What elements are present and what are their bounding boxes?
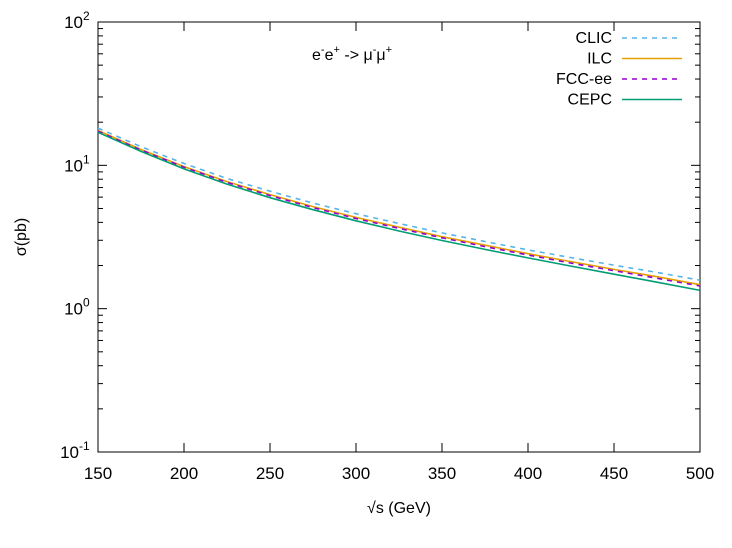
x-tick-label: 350 [428,464,456,483]
x-tick-label: 300 [342,464,370,483]
y-axis-label: σ(pb) [13,218,30,256]
axis-ticks [97,21,701,453]
x-tick-label: 200 [170,464,198,483]
legend-label-ilc: ILC [587,51,612,68]
y-tick-label: 102 [64,9,90,32]
y-tick-label: 101 [64,152,90,175]
series-lines [97,127,701,292]
x-tick-label: 400 [514,464,542,483]
x-tick-label: 450 [600,464,628,483]
legend-label-cepc: CEPC [568,92,612,109]
series-line-fcc-ee [97,130,701,287]
x-tick-label: 150 [84,464,112,483]
legend-label-clic: CLIC [576,30,612,47]
process-annotation: e-e+ -> μ-μ+ [312,44,392,64]
legend: CLIC ILC FCC-ee CEPC [556,30,682,109]
tick-labels: 150 200 250 300 350 400 450 500 10-1 100 101 102 [60,9,714,483]
y-tick-label: 100 [64,296,90,319]
series-line-clic [97,127,701,281]
series-line-ilc [97,129,701,286]
x-tick-label: 250 [256,464,284,483]
plot-frame [97,21,701,453]
y-tick-label: 10-1 [60,439,90,462]
legend-label-fcc-ee: FCC-ee [556,71,612,88]
x-tick-label: 500 [686,464,714,483]
series-line-cepc [97,131,701,292]
x-axis-label: √s (GeV) [367,500,431,517]
